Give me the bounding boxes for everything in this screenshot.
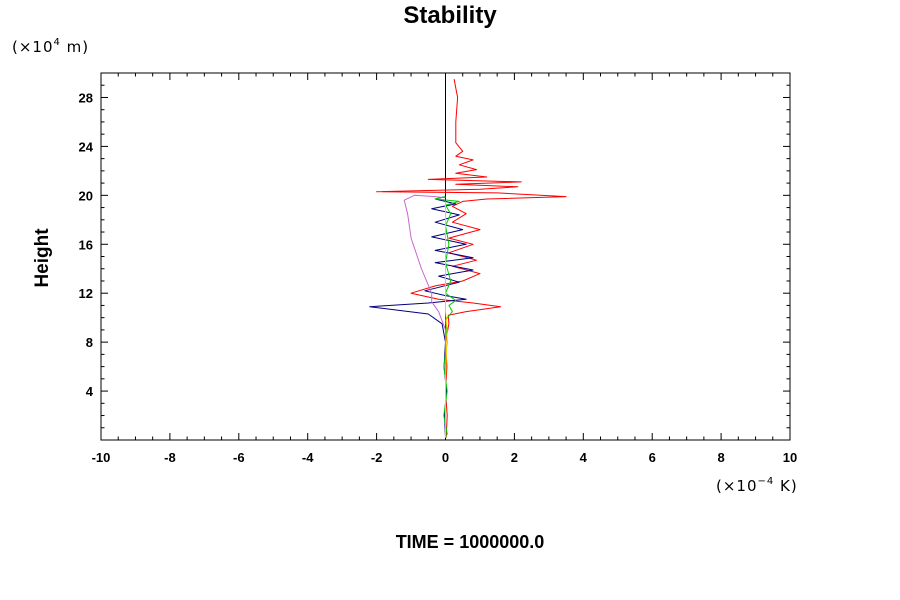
- x-unit-exponent: −4: [757, 476, 775, 487]
- y-tick-label: 16: [79, 237, 93, 252]
- x-tick-label: 8: [717, 450, 724, 465]
- y-tick-label: 24: [79, 139, 94, 154]
- series-line-4: [434, 196, 460, 438]
- y-tick-label: 12: [79, 286, 93, 301]
- x-unit-prefix: (×10: [716, 477, 758, 495]
- x-unit-suffix: K): [774, 477, 798, 495]
- chart-title: Stability: [403, 2, 497, 29]
- y-tick-label: 4: [86, 384, 94, 399]
- y-tick-label: 28: [79, 90, 93, 105]
- x-tick-label: -2: [371, 450, 383, 465]
- x-tick-label: -10: [92, 450, 111, 465]
- plot-frame: [100, 72, 791, 441]
- series-line-3: [403, 194, 446, 438]
- x-tick-label: 4: [580, 450, 588, 465]
- series-line-2: [369, 196, 474, 438]
- x-tick-label: 6: [649, 450, 656, 465]
- y-axis-unit: (×104 m): [12, 33, 89, 57]
- time-label: TIME = 1000000.0: [395, 532, 545, 552]
- series-line-5: [445, 201, 448, 438]
- x-tick-label: -8: [164, 450, 176, 465]
- y-unit-prefix: (×10: [12, 38, 54, 56]
- y-tick-label: 20: [79, 188, 93, 203]
- y-unit-suffix: m): [60, 38, 90, 56]
- y-tick-label: 8: [86, 335, 93, 350]
- x-tick-label: -6: [233, 450, 245, 465]
- x-axis-unit: (×10−4 K): [716, 472, 798, 496]
- x-tick-label: 2: [511, 450, 518, 465]
- x-tick-label: 0: [442, 450, 449, 465]
- series-line-1: [376, 79, 567, 438]
- x-tick-label: -4: [302, 450, 314, 465]
- y-unit-exponent: 4: [53, 37, 61, 48]
- x-tick-label: 10: [783, 450, 797, 465]
